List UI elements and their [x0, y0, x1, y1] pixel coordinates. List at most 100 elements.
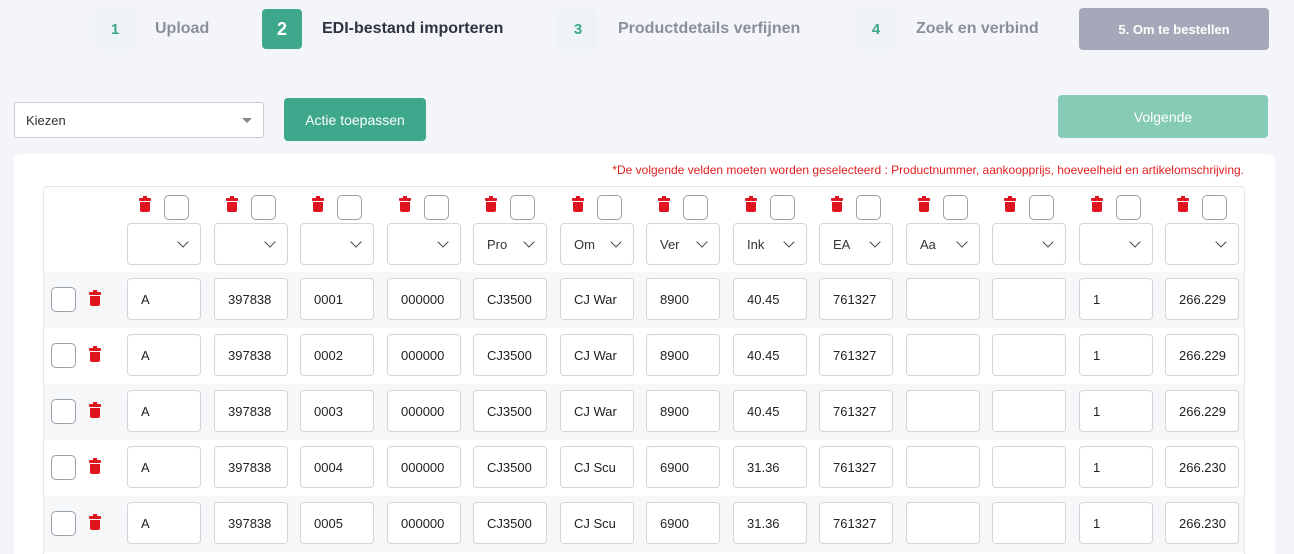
- row-checkbox[interactable]: [51, 511, 76, 536]
- column-mapping-select[interactable]: [1079, 223, 1153, 265]
- table-cell-input[interactable]: 000000: [387, 446, 461, 488]
- table-cell-input[interactable]: 0005: [300, 502, 374, 544]
- table-cell-input[interactable]: [906, 446, 980, 488]
- table-cell-input[interactable]: [992, 334, 1066, 376]
- table-cell-input[interactable]: [906, 334, 980, 376]
- table-cell-input[interactable]: CJ3500: [473, 334, 547, 376]
- table-cell-input[interactable]: 0003: [300, 390, 374, 432]
- table-cell-input[interactable]: 266.229: [1165, 278, 1239, 320]
- row-checkbox[interactable]: [51, 399, 76, 424]
- table-cell-input[interactable]: 761327: [819, 446, 893, 488]
- table-cell-input[interactable]: 40.45: [733, 390, 807, 432]
- table-cell-input[interactable]: 397838: [214, 446, 288, 488]
- table-cell-input[interactable]: CJ3500: [473, 278, 547, 320]
- table-cell-input[interactable]: 6900: [646, 502, 720, 544]
- column-checkbox[interactable]: [1029, 195, 1054, 220]
- delete-row-icon[interactable]: [89, 290, 101, 306]
- table-cell-input[interactable]: [906, 278, 980, 320]
- delete-column-icon[interactable]: [1177, 196, 1189, 212]
- table-cell-input[interactable]: 266.230: [1165, 502, 1239, 544]
- column-checkbox[interactable]: [597, 195, 622, 220]
- delete-row-icon[interactable]: [89, 402, 101, 418]
- column-checkbox[interactable]: [1116, 195, 1141, 220]
- delete-row-icon[interactable]: [89, 458, 101, 474]
- table-cell-input[interactable]: 1: [1079, 390, 1153, 432]
- column-mapping-select[interactable]: [387, 223, 461, 265]
- apply-action-button[interactable]: Actie toepassen: [284, 98, 426, 141]
- table-cell-input[interactable]: 000000: [387, 390, 461, 432]
- table-cell-input[interactable]: 1: [1079, 278, 1153, 320]
- column-mapping-select[interactable]: [127, 223, 201, 265]
- table-cell-input[interactable]: A: [127, 278, 201, 320]
- table-cell-input[interactable]: [992, 390, 1066, 432]
- column-checkbox[interactable]: [337, 195, 362, 220]
- column-mapping-select[interactable]: Aa: [906, 223, 980, 265]
- column-mapping-select[interactable]: [1165, 223, 1239, 265]
- table-cell-input[interactable]: [992, 278, 1066, 320]
- table-cell-input[interactable]: 266.229: [1165, 390, 1239, 432]
- table-cell-input[interactable]: CJ Scu: [560, 446, 634, 488]
- delete-column-icon[interactable]: [312, 196, 324, 212]
- table-cell-input[interactable]: 397838: [214, 502, 288, 544]
- column-checkbox[interactable]: [510, 195, 535, 220]
- step-edi-import[interactable]: 2 EDI-bestand importeren: [262, 9, 503, 49]
- step-upload[interactable]: 1 Upload: [95, 9, 209, 49]
- column-checkbox[interactable]: [164, 195, 189, 220]
- table-cell-input[interactable]: CJ Scu: [560, 502, 634, 544]
- column-checkbox[interactable]: [683, 195, 708, 220]
- bulk-action-select[interactable]: Kiezen: [14, 102, 264, 138]
- delete-column-icon[interactable]: [831, 196, 843, 212]
- delete-column-icon[interactable]: [399, 196, 411, 212]
- column-mapping-select[interactable]: Ver: [646, 223, 720, 265]
- step-product-details[interactable]: 3 Productdetails verfijnen: [558, 9, 800, 49]
- table-cell-input[interactable]: 761327: [819, 502, 893, 544]
- delete-column-icon[interactable]: [572, 196, 584, 212]
- table-cell-input[interactable]: CJ3500: [473, 446, 547, 488]
- column-mapping-select[interactable]: EA: [819, 223, 893, 265]
- table-cell-input[interactable]: 761327: [819, 334, 893, 376]
- table-cell-input[interactable]: 8900: [646, 334, 720, 376]
- delete-row-icon[interactable]: [89, 346, 101, 362]
- table-cell-input[interactable]: CJ War: [560, 278, 634, 320]
- next-button[interactable]: Volgende: [1058, 95, 1268, 138]
- column-mapping-select[interactable]: [300, 223, 374, 265]
- table-cell-input[interactable]: 31.36: [733, 502, 807, 544]
- table-cell-input[interactable]: 6900: [646, 446, 720, 488]
- row-checkbox[interactable]: [51, 455, 76, 480]
- table-cell-input[interactable]: 0002: [300, 334, 374, 376]
- table-cell-input[interactable]: 1: [1079, 446, 1153, 488]
- table-cell-input[interactable]: 397838: [214, 278, 288, 320]
- column-checkbox[interactable]: [856, 195, 881, 220]
- column-mapping-select[interactable]: [992, 223, 1066, 265]
- table-cell-input[interactable]: A: [127, 446, 201, 488]
- table-cell-input[interactable]: 1: [1079, 502, 1153, 544]
- table-cell-input[interactable]: [906, 502, 980, 544]
- table-cell-input[interactable]: 0001: [300, 278, 374, 320]
- table-cell-input[interactable]: 000000: [387, 278, 461, 320]
- column-checkbox[interactable]: [424, 195, 449, 220]
- table-cell-input[interactable]: 31.36: [733, 446, 807, 488]
- table-cell-input[interactable]: 761327: [819, 278, 893, 320]
- column-checkbox[interactable]: [770, 195, 795, 220]
- table-cell-input[interactable]: CJ War: [560, 390, 634, 432]
- table-cell-input[interactable]: 266.230: [1165, 446, 1239, 488]
- delete-column-icon[interactable]: [139, 196, 151, 212]
- table-cell-input[interactable]: CJ3500: [473, 502, 547, 544]
- table-cell-input[interactable]: 761327: [819, 390, 893, 432]
- table-cell-input[interactable]: 40.45: [733, 334, 807, 376]
- step-search-connect[interactable]: 4 Zoek en verbind: [856, 9, 1039, 49]
- table-cell-input[interactable]: 8900: [646, 390, 720, 432]
- column-mapping-select[interactable]: Om: [560, 223, 634, 265]
- delete-column-icon[interactable]: [485, 196, 497, 212]
- table-cell-input[interactable]: 0004: [300, 446, 374, 488]
- table-cell-input[interactable]: [992, 502, 1066, 544]
- column-mapping-select[interactable]: Ink: [733, 223, 807, 265]
- table-cell-input[interactable]: 000000: [387, 334, 461, 376]
- delete-column-icon[interactable]: [658, 196, 670, 212]
- step-to-order-button[interactable]: 5. Om te bestellen: [1079, 8, 1269, 50]
- row-checkbox[interactable]: [51, 343, 76, 368]
- table-cell-input[interactable]: 397838: [214, 334, 288, 376]
- table-cell-input[interactable]: [906, 390, 980, 432]
- table-cell-input[interactable]: 40.45: [733, 278, 807, 320]
- table-cell-input[interactable]: CJ War: [560, 334, 634, 376]
